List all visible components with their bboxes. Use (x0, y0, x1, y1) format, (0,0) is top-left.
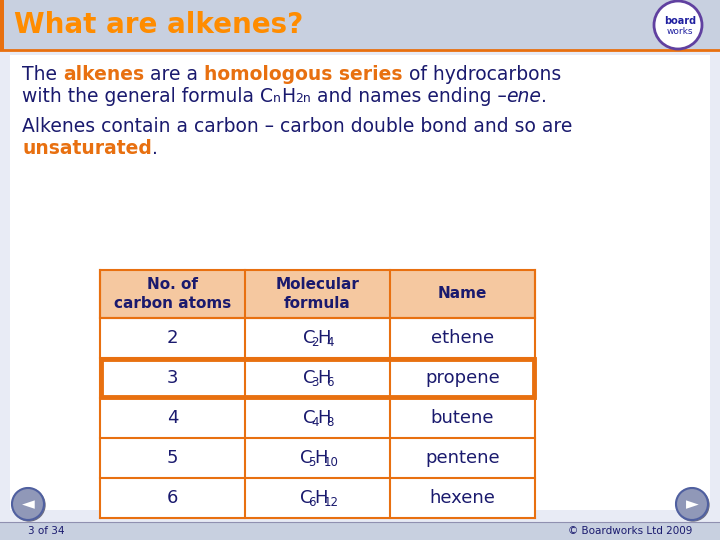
Circle shape (676, 488, 708, 520)
Text: hexene: hexene (430, 489, 495, 507)
Text: C: C (300, 449, 312, 467)
Text: n: n (273, 92, 281, 105)
Text: 8: 8 (326, 416, 333, 429)
Text: H: H (318, 329, 330, 347)
Bar (0, 0, 4, 50)
Text: ◄: ◄ (22, 495, 35, 513)
Text: and names ending –: and names ending – (311, 87, 506, 106)
Text: 2: 2 (311, 336, 319, 349)
Text: alkenes: alkenes (63, 65, 144, 84)
Text: C: C (302, 329, 315, 347)
Text: of hydrocarbons: of hydrocarbons (402, 65, 561, 84)
Text: Molecular
formula: Molecular formula (276, 277, 359, 311)
Text: 4: 4 (167, 409, 179, 427)
Bar (100, 270, 535, 318)
Text: 4: 4 (311, 416, 319, 429)
Bar (100, 438, 535, 478)
Text: 5: 5 (167, 449, 179, 467)
Text: 4: 4 (326, 336, 334, 349)
Circle shape (13, 489, 45, 521)
Text: 3: 3 (167, 369, 179, 387)
Text: H: H (314, 489, 328, 507)
Circle shape (12, 488, 44, 520)
Text: © Boardworks Ltd 2009: © Boardworks Ltd 2009 (567, 526, 692, 536)
Circle shape (654, 1, 702, 49)
Text: ene: ene (506, 87, 541, 106)
Bar (100, 358, 535, 398)
Text: pentene: pentene (426, 449, 500, 467)
Text: 3: 3 (311, 376, 319, 389)
Text: 6: 6 (308, 496, 316, 510)
Text: H: H (314, 449, 328, 467)
Text: No. of
carbon atoms: No. of carbon atoms (114, 277, 231, 311)
Text: butene: butene (431, 409, 494, 427)
Bar (100, 270, 535, 318)
Text: H: H (281, 87, 295, 106)
Text: ►: ► (685, 495, 698, 513)
Bar (10, 55, 710, 510)
Text: Name: Name (438, 287, 487, 301)
Text: The: The (22, 65, 63, 84)
Text: propene: propene (425, 369, 500, 387)
Text: H: H (318, 409, 330, 427)
Bar (101, 359, 534, 397)
Text: 2: 2 (167, 329, 179, 347)
Text: C: C (302, 409, 315, 427)
Text: are a: are a (144, 65, 204, 84)
Text: homologous series: homologous series (204, 65, 402, 84)
Circle shape (677, 489, 709, 521)
Text: What are alkenes?: What are alkenes? (14, 11, 303, 39)
Text: unsaturated: unsaturated (22, 139, 152, 158)
Bar (100, 318, 535, 358)
Text: 12: 12 (323, 496, 338, 510)
Text: 10: 10 (323, 456, 338, 469)
Text: 3 of 34: 3 of 34 (28, 526, 65, 536)
Text: C: C (302, 369, 315, 387)
Text: 5: 5 (308, 456, 315, 469)
Text: H: H (318, 369, 330, 387)
Text: board: board (664, 16, 696, 26)
Bar (0, 522, 720, 540)
Text: C: C (300, 489, 312, 507)
Text: .: . (541, 87, 547, 106)
Text: 2n: 2n (295, 92, 311, 105)
Bar (100, 478, 535, 518)
Bar (100, 398, 535, 438)
Text: 6: 6 (167, 489, 178, 507)
Text: ethene: ethene (431, 329, 494, 347)
Bar (0, 0, 720, 50)
Text: with the general formula C: with the general formula C (22, 87, 273, 106)
Text: .: . (152, 139, 158, 158)
Text: works: works (667, 26, 693, 36)
Text: 6: 6 (326, 376, 334, 389)
Text: Alkenes contain a carbon – carbon double bond and so are: Alkenes contain a carbon – carbon double… (22, 117, 572, 136)
